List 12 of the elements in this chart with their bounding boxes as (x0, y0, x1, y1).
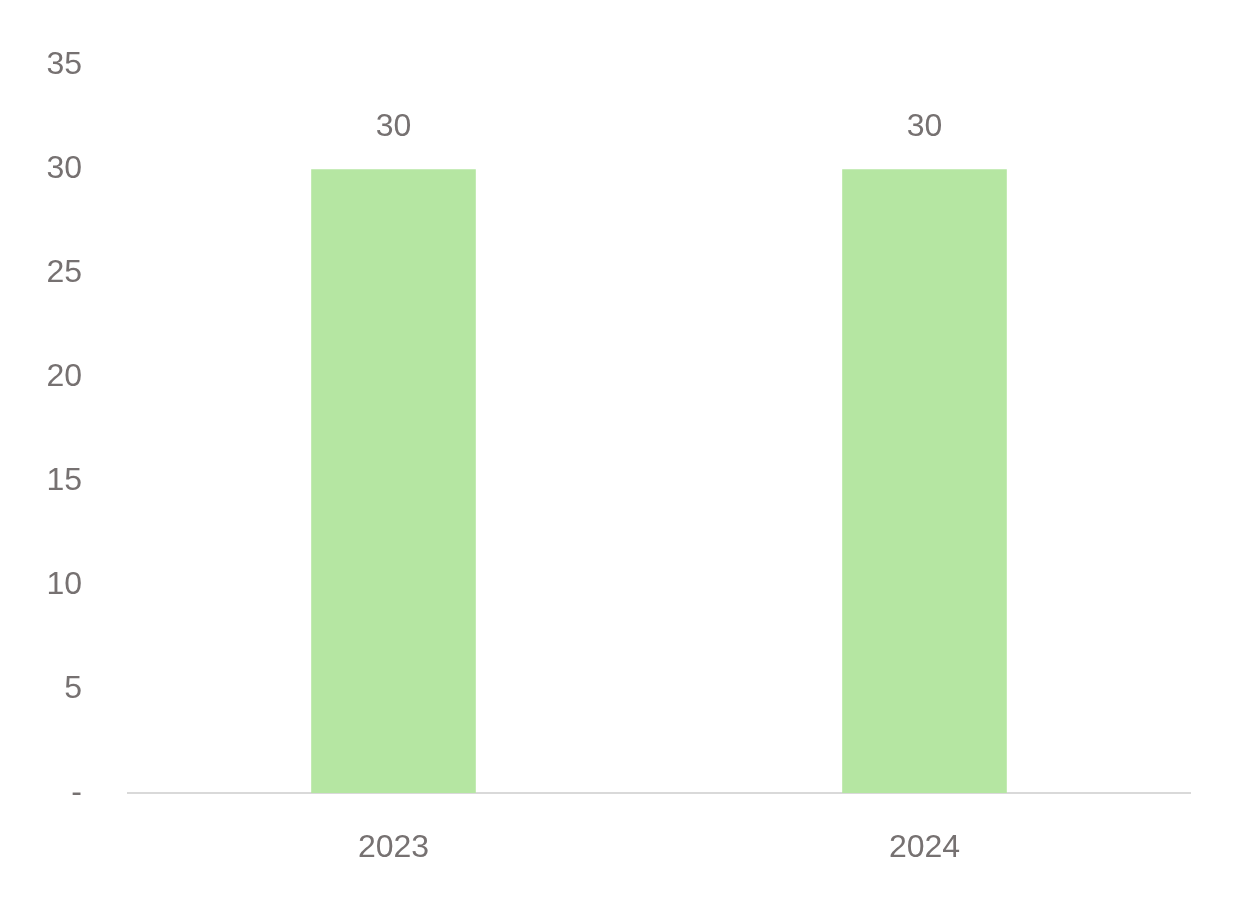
x-tick-label: 2023 (357, 828, 430, 865)
y-tick-label: 25 (46, 252, 82, 289)
data-label: 30 (375, 107, 412, 143)
x-tick-label: 2024 (888, 828, 961, 865)
y-tick-label: 15 (46, 460, 82, 497)
y-tick-label: 5 (64, 668, 82, 705)
y-tick-label: 35 (46, 45, 82, 82)
y-tick-label: 10 (46, 564, 82, 601)
data-label: 30 (906, 107, 943, 143)
y-tick-label: 20 (46, 356, 82, 393)
y-tick-label: 30 (46, 149, 82, 185)
y-tick-label: - (71, 772, 82, 809)
